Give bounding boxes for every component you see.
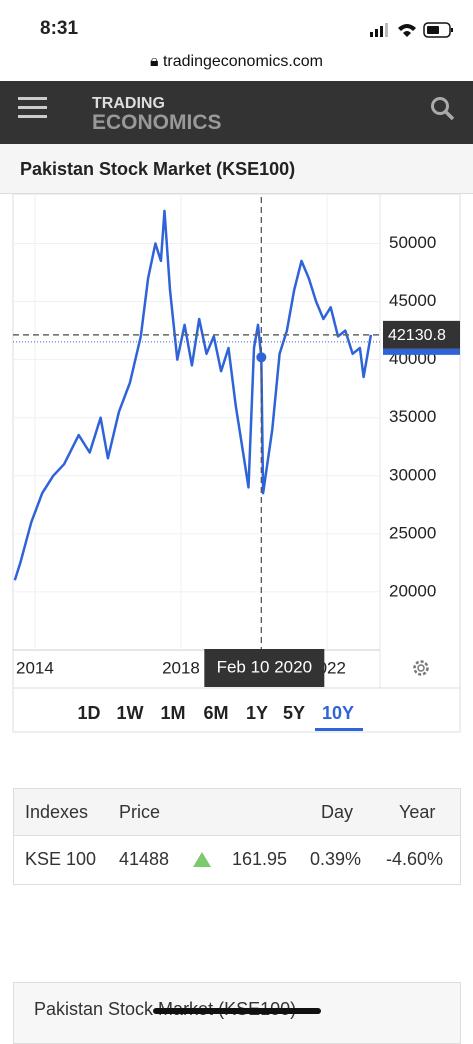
url: tradingeconomics.com bbox=[162, 53, 324, 70]
search-button[interactable] bbox=[430, 96, 456, 122]
logo-line1[interactable]: TRADING bbox=[92, 95, 165, 112]
y-tick-label: 20000 bbox=[389, 581, 436, 600]
settings-button[interactable] bbox=[413, 660, 429, 676]
table-header-cell: Price bbox=[119, 802, 161, 822]
range-button[interactable]: 6M bbox=[203, 703, 229, 723]
range-button[interactable]: 1Y bbox=[245, 703, 269, 723]
table-cell: -4.60% bbox=[386, 849, 444, 869]
table-header-cell: Year bbox=[399, 802, 436, 822]
tooltip-box bbox=[204, 649, 325, 687]
x-tick-label: 2018 bbox=[162, 658, 200, 677]
logo-line2[interactable]: ECONOMICS bbox=[92, 111, 222, 134]
up-triangle bbox=[193, 852, 211, 867]
price-line bbox=[13, 209, 373, 581]
y-tick-label: 35000 bbox=[389, 407, 436, 426]
crosshair-point bbox=[256, 352, 267, 363]
url-bar[interactable]: 🔒︎ tradingeconomics.com bbox=[0, 53, 473, 71]
chart-frame bbox=[12, 193, 461, 733]
quote-table: Indexes Price Day Year KSE 100 41488 161.95 0.3… bbox=[13, 788, 461, 885]
table-cell: 41488 bbox=[119, 849, 170, 869]
tooltip-date: Feb 10 2020 bbox=[217, 657, 312, 676]
page-title: Pakistan Stock Market (KSE100) bbox=[20, 159, 296, 179]
range-button[interactable]: 1M bbox=[160, 703, 186, 723]
last-value-bar bbox=[383, 348, 460, 355]
gear-hole bbox=[417, 664, 425, 672]
last-value-label: 42130.8 bbox=[388, 327, 446, 344]
table-cell: 161.95 bbox=[232, 849, 288, 869]
range-button[interactable]: 1D bbox=[77, 703, 101, 723]
y-tick-label: 50000 bbox=[389, 233, 436, 252]
y-tick-label: 30000 bbox=[389, 465, 436, 484]
range-underline bbox=[315, 728, 363, 731]
last-value-box bbox=[383, 320, 460, 349]
range-button[interactable]: 10Y bbox=[321, 703, 355, 723]
home-indicator bbox=[153, 1008, 321, 1014]
gear-ring bbox=[413, 660, 429, 676]
table-header bbox=[14, 789, 460, 836]
table-header-cell: Day bbox=[321, 802, 354, 822]
range-button[interactable]: 5Y bbox=[282, 703, 306, 723]
table-cell: KSE 100 bbox=[25, 849, 97, 869]
site-header: TRADING ECONOMICS bbox=[0, 81, 473, 144]
lock-icon: 🔒︎ bbox=[149, 53, 159, 70]
range-button[interactable]: 1W bbox=[116, 703, 144, 723]
status-icons bbox=[370, 22, 453, 38]
table-header-cell: Indexes bbox=[25, 802, 89, 822]
status-time: 8:31 bbox=[40, 18, 79, 39]
y-tick-label: 25000 bbox=[389, 523, 436, 542]
table-cell: 0.39% bbox=[310, 849, 362, 869]
x-tick-label: 2014 bbox=[16, 658, 54, 677]
y-tick-label: 45000 bbox=[389, 291, 436, 310]
menu-button[interactable] bbox=[18, 97, 48, 119]
